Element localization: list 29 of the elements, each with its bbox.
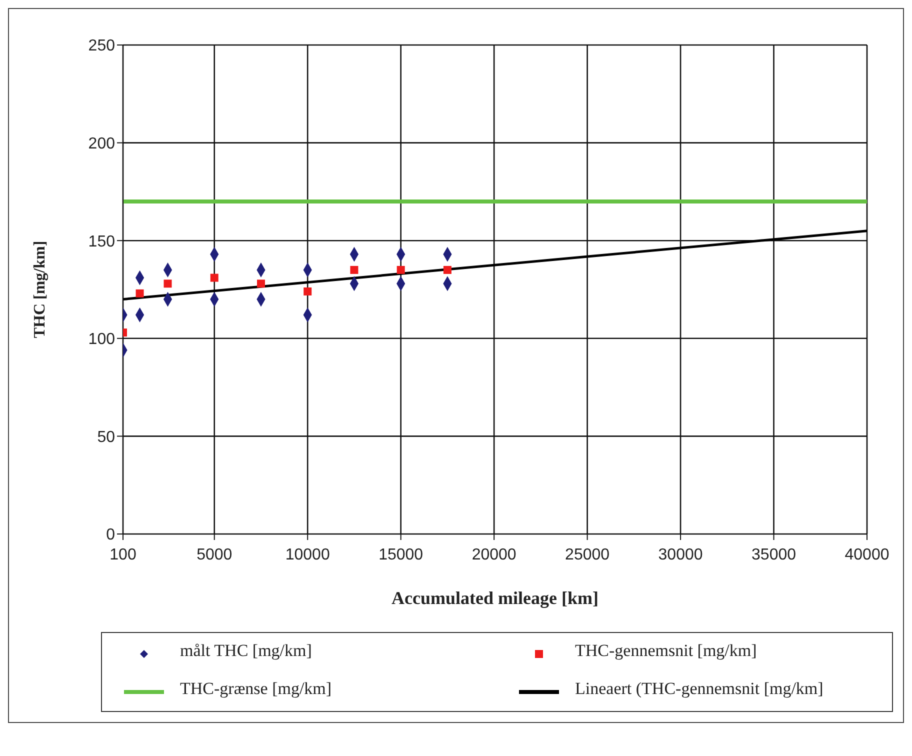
y-tick-label: 0 [106, 526, 116, 544]
legend-label: målt THC [mg/km] [180, 641, 312, 661]
y-tick-label: 200 [88, 135, 116, 152]
point [136, 289, 144, 298]
point [350, 266, 358, 274]
x-tick-label: 35000 [752, 546, 796, 564]
point [443, 266, 452, 274]
x-tick-label: 15000 [378, 546, 424, 564]
x-tick-label: 5000 [196, 546, 232, 564]
y-tick-label: 250 [88, 38, 116, 55]
point [164, 280, 172, 288]
point [396, 266, 405, 274]
x-tick-label: 100 [110, 546, 136, 564]
x-tick-label: 20000 [472, 546, 516, 564]
y-tick-label: 100 [88, 331, 116, 348]
legend-label: Lineaert (THC-gennemsnit [mg/km] [575, 679, 824, 699]
x-tick-label: 25000 [565, 546, 610, 564]
point [210, 274, 218, 282]
point [256, 280, 265, 288]
x-tick-label: 40000 [844, 546, 890, 564]
legend-label: THC-grænse [mg/km] [180, 679, 332, 699]
x-axis-title: Accumulated mileage [km] [392, 588, 598, 608]
legend-label: THC-gennemsnit [mg/km] [575, 641, 757, 661]
y-axis-title: THC [mg/km] [32, 240, 49, 338]
point [304, 287, 312, 296]
x-tick-label: 30000 [658, 546, 703, 564]
y-tick-label: 50 [97, 428, 116, 446]
y-tick-label: 150 [88, 233, 116, 250]
x-tick-label: 10000 [285, 546, 330, 564]
